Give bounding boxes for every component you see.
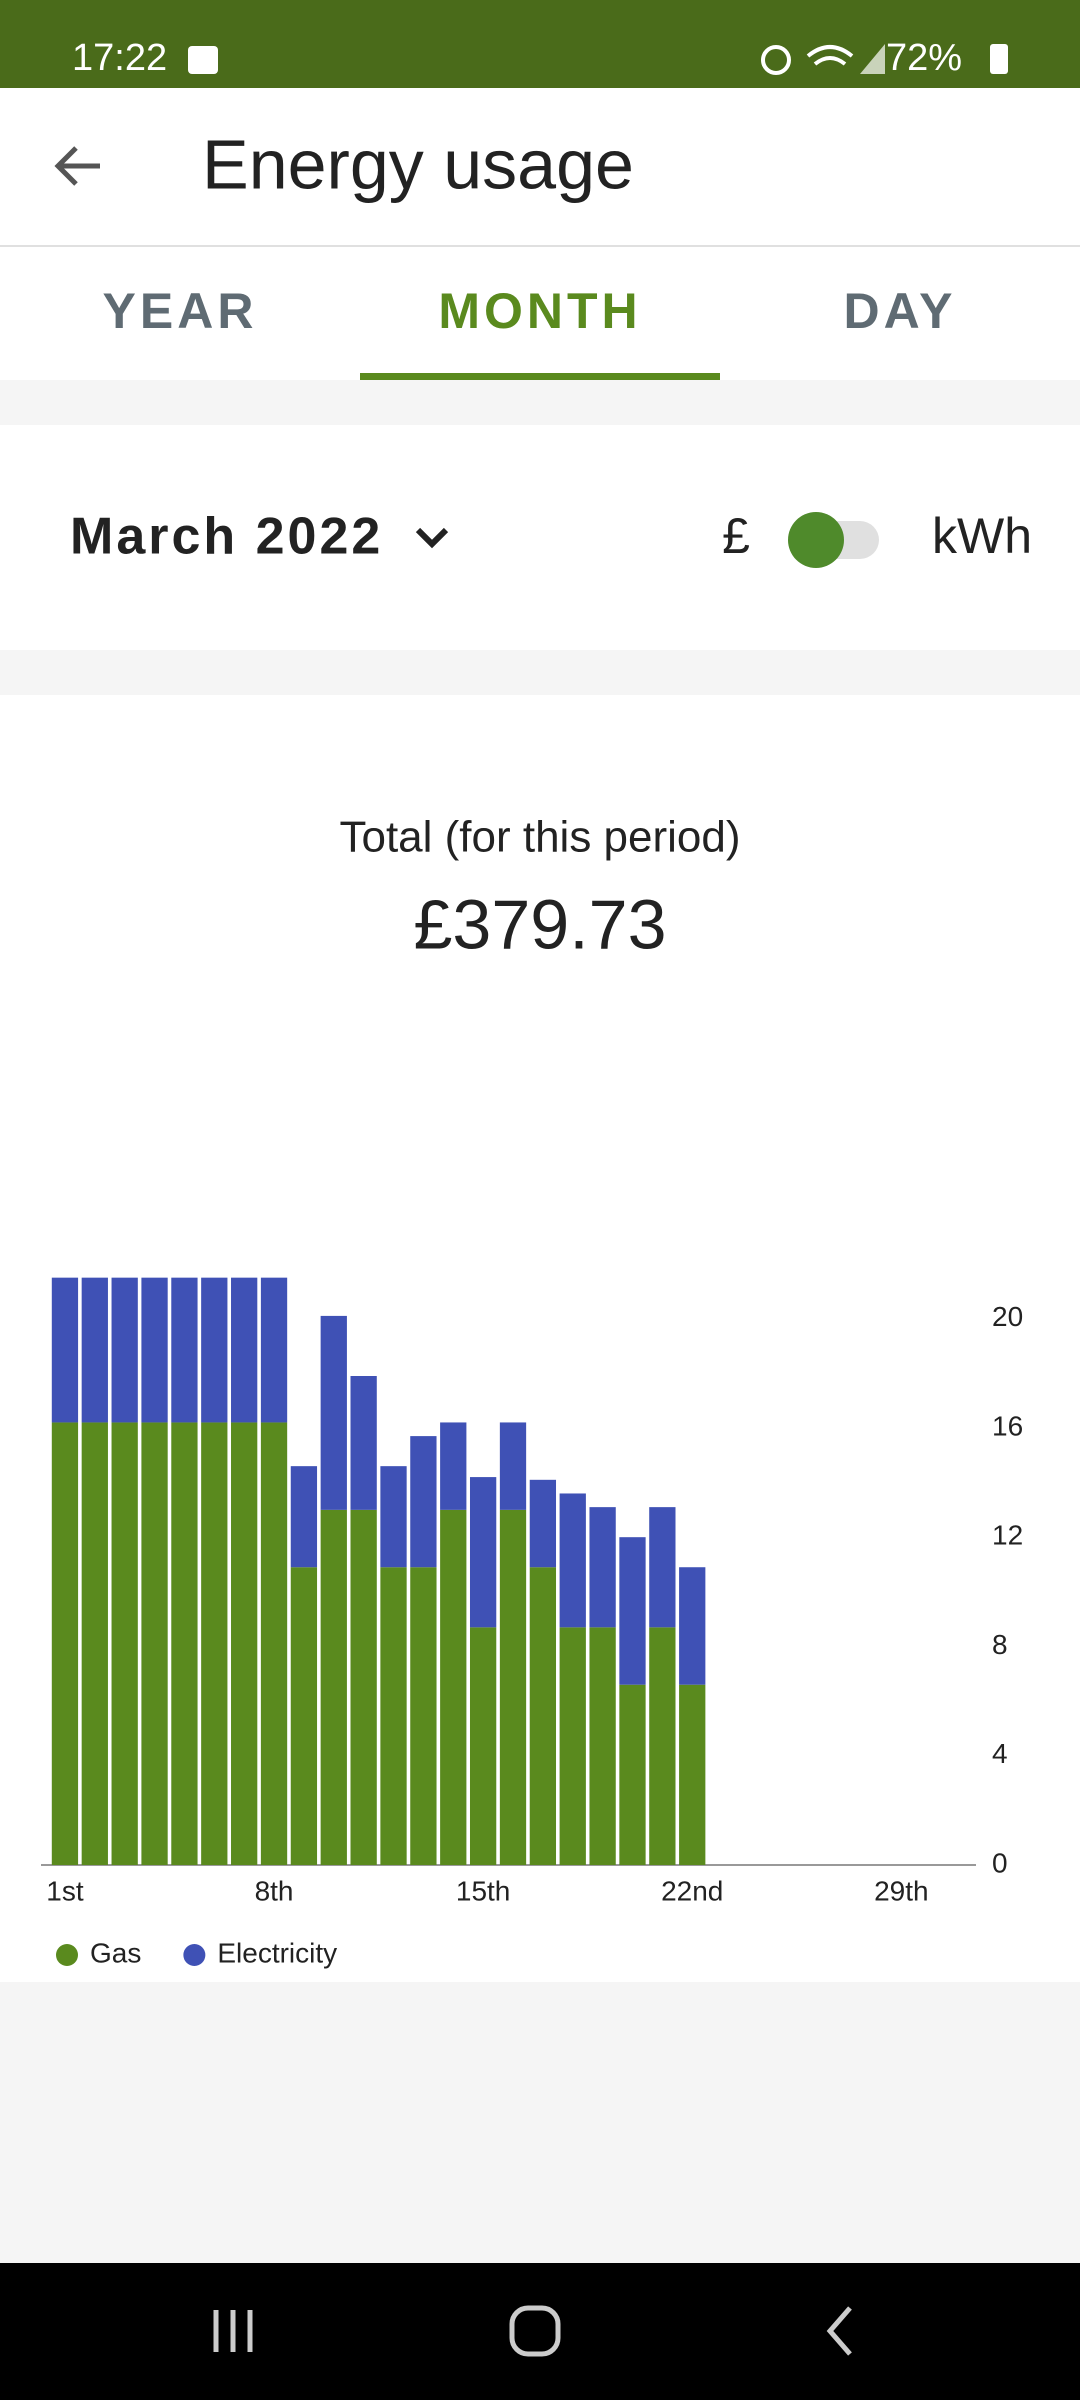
bar-segment xyxy=(111,1422,138,1865)
bar-segment xyxy=(380,1567,407,1865)
total-label: Total (for this period) xyxy=(339,813,740,862)
tab[interactable]: DAY xyxy=(844,283,957,339)
bar-segment xyxy=(440,1509,467,1865)
bar-segment xyxy=(260,1277,288,1423)
y-tick-label: 12 xyxy=(992,1520,1023,1551)
bar-segment xyxy=(81,1422,108,1865)
bar-segment xyxy=(201,1277,228,1423)
total-value: £379.73 xyxy=(413,885,666,963)
toggle-label: £ xyxy=(722,508,750,564)
app-bar xyxy=(0,88,1080,245)
status-time: 17:22 xyxy=(72,37,167,79)
battery-icon xyxy=(990,44,1008,74)
bar-segment xyxy=(290,1567,318,1865)
bar-segment xyxy=(589,1507,616,1628)
bar-segment xyxy=(320,1509,347,1865)
y-tick-label: 8 xyxy=(992,1629,1008,1660)
bar-segment xyxy=(231,1422,258,1865)
x-tick-label: 15th xyxy=(456,1875,511,1906)
tab-indicator xyxy=(360,373,720,380)
bar-segment xyxy=(649,1507,676,1628)
bar-segment xyxy=(649,1627,676,1865)
status-battery: 72% xyxy=(886,37,962,79)
page-title: Energy usage xyxy=(202,125,634,203)
bar-segment xyxy=(469,1627,497,1865)
x-tick-label: 29th xyxy=(874,1875,929,1906)
bar-segment xyxy=(380,1466,407,1568)
bar-segment xyxy=(141,1277,168,1423)
bar-segment xyxy=(231,1277,258,1423)
bar-segment xyxy=(469,1477,497,1628)
legend-label: Electricity xyxy=(217,1937,337,1968)
bar-segment xyxy=(619,1684,646,1865)
bar-segment xyxy=(529,1567,557,1865)
bar-segment xyxy=(81,1277,108,1423)
toggle-label: kWh xyxy=(932,508,1032,564)
bar-segment xyxy=(350,1509,377,1865)
dropdown-icon xyxy=(415,527,449,549)
bar-segment xyxy=(141,1422,168,1865)
tab-bar xyxy=(0,247,1080,380)
bar-segment xyxy=(320,1315,347,1510)
bar-segment xyxy=(410,1436,437,1568)
y-tick-label: 16 xyxy=(992,1410,1023,1441)
bar-segment xyxy=(589,1627,616,1865)
toggle-thumb[interactable] xyxy=(788,512,844,568)
bar-segment xyxy=(171,1277,198,1423)
bar-segment xyxy=(410,1567,437,1865)
y-tick-label: 4 xyxy=(992,1738,1008,1769)
period-selector[interactable]: March 2022 xyxy=(70,508,383,566)
signal-icon xyxy=(860,44,885,74)
period-card xyxy=(0,425,1080,650)
bar-segment xyxy=(440,1422,467,1510)
gallery-icon xyxy=(188,46,218,74)
chart: 0 4 8 12 16 20 1st 8th 15th 22nd 29th Gas Electricit… xyxy=(41,1277,1023,1968)
recents-button[interactable] xyxy=(213,2310,253,2352)
bar-segment xyxy=(559,1627,586,1865)
legend-label: Gas xyxy=(90,1937,141,1968)
y-tick-label: 20 xyxy=(992,1301,1023,1332)
bar-segment xyxy=(679,1567,706,1685)
back-nav-button[interactable] xyxy=(826,2306,852,2356)
bar-segment xyxy=(171,1422,198,1865)
bar-segment xyxy=(111,1277,138,1423)
bar-segment xyxy=(559,1493,586,1628)
x-tick-label: 8th xyxy=(255,1875,294,1906)
legend-marker xyxy=(183,1944,206,1966)
tab[interactable]: YEAR xyxy=(103,283,258,339)
tab-selected[interactable]: MONTH xyxy=(438,283,641,339)
wifi-icon xyxy=(806,45,854,66)
bar-segment xyxy=(679,1684,706,1865)
legend-marker xyxy=(56,1944,78,1966)
bar-segment xyxy=(51,1422,79,1865)
alarm-icon xyxy=(761,45,791,75)
bar-segment xyxy=(350,1376,377,1510)
bar-segment xyxy=(51,1277,79,1423)
bar-segment xyxy=(290,1466,318,1568)
status-bar xyxy=(0,0,1080,88)
bar-segment xyxy=(619,1537,646,1685)
nav-bar xyxy=(0,2263,1080,2400)
bar-segment xyxy=(499,1509,527,1865)
home-button[interactable] xyxy=(509,2305,561,2357)
bar-segment xyxy=(529,1479,557,1568)
bar-segment xyxy=(201,1422,228,1865)
bar-segment xyxy=(260,1422,288,1865)
x-tick-label: 22nd xyxy=(661,1875,723,1906)
back-button[interactable] xyxy=(54,146,100,186)
x-tick-label: 1st xyxy=(46,1875,84,1906)
bar-segment xyxy=(499,1422,527,1510)
y-tick-label: 0 xyxy=(992,1847,1008,1878)
